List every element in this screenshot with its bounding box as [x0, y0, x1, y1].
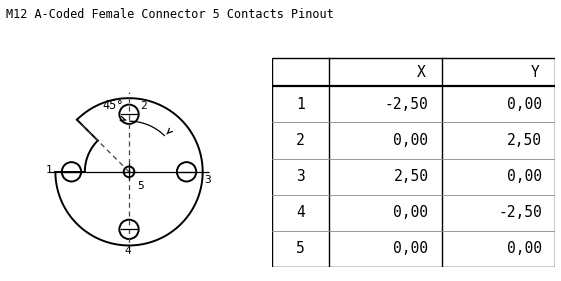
- Text: -2,50: -2,50: [385, 97, 429, 112]
- Text: 0,00: 0,00: [507, 169, 542, 184]
- Text: 2,50: 2,50: [507, 133, 542, 148]
- Text: 4: 4: [125, 246, 131, 255]
- Text: M12 A-Coded Female Connector 5 Contacts Pinout: M12 A-Coded Female Connector 5 Contacts …: [6, 8, 333, 21]
- Text: 2,50: 2,50: [393, 169, 429, 184]
- Text: 0,00: 0,00: [393, 133, 429, 148]
- Text: 45°: 45°: [102, 99, 123, 112]
- Text: X: X: [417, 65, 426, 80]
- Text: 5: 5: [296, 241, 305, 256]
- Text: 4: 4: [296, 205, 305, 220]
- Text: 1: 1: [296, 97, 305, 112]
- Text: 0,00: 0,00: [507, 97, 542, 112]
- Text: 2: 2: [141, 101, 148, 111]
- Text: 0,00: 0,00: [393, 241, 429, 256]
- Text: 2: 2: [296, 133, 305, 148]
- Text: -2,50: -2,50: [498, 205, 542, 220]
- Text: 3: 3: [296, 169, 305, 184]
- Text: 0,00: 0,00: [393, 205, 429, 220]
- Text: 0,00: 0,00: [507, 241, 542, 256]
- Text: 1: 1: [46, 164, 53, 175]
- Text: 5: 5: [137, 181, 144, 191]
- Text: Y: Y: [531, 65, 539, 80]
- Text: 3: 3: [204, 175, 211, 185]
